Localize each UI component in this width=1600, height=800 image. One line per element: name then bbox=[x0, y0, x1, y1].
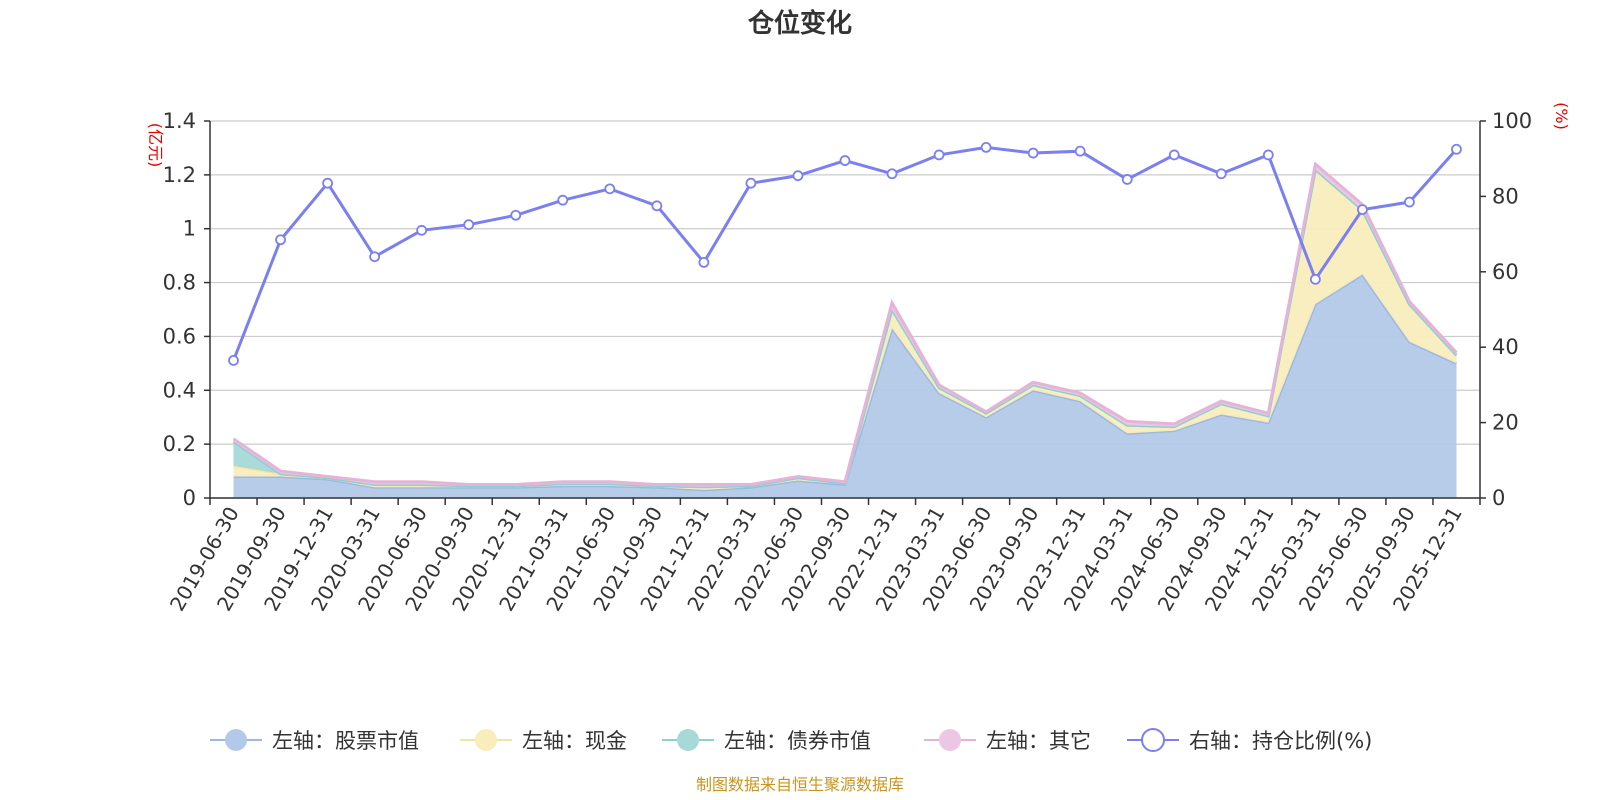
ratio-point bbox=[933, 149, 945, 161]
legend-item: 左轴：债券市值 bbox=[662, 729, 871, 753]
right-axis-unit: (%) bbox=[1552, 102, 1571, 130]
right-axis-tick-label: 100 bbox=[1492, 109, 1532, 133]
ratio-point bbox=[792, 170, 804, 182]
legend-item: 左轴：股票市值 bbox=[210, 729, 419, 753]
ratio-point bbox=[839, 155, 851, 166]
left-axis-tick-label: 1.4 bbox=[163, 109, 196, 133]
ratio-point bbox=[463, 219, 475, 231]
area-left-band bbox=[233, 274, 1457, 498]
ratio-point bbox=[651, 200, 663, 212]
ratio-point bbox=[1404, 196, 1415, 208]
ratio-point bbox=[886, 168, 898, 180]
legend-label: 左轴：现金 bbox=[522, 729, 627, 753]
ratio-point bbox=[510, 209, 522, 221]
right-axis-tick-label: 20 bbox=[1492, 411, 1519, 435]
right-axis-tick-label: 60 bbox=[1492, 260, 1519, 284]
data-source-note: 制图数据来自恒生聚源数据库 bbox=[696, 775, 904, 794]
chart-title: 仓位变化 bbox=[747, 8, 852, 39]
ratio-point bbox=[1074, 145, 1086, 157]
ratio-point bbox=[322, 177, 333, 189]
right-axis-tick-label: 80 bbox=[1492, 184, 1519, 208]
ratio-point bbox=[1027, 147, 1039, 159]
ratio-line bbox=[232, 145, 1458, 361]
legend-item: 右轴：持仓比例(%) bbox=[1127, 728, 1372, 753]
left-axis-tick-label: 0.2 bbox=[163, 432, 196, 456]
legend-label: 左轴：债券市值 bbox=[724, 729, 871, 753]
ratio-point bbox=[275, 234, 286, 246]
area-top-line bbox=[232, 161, 1458, 486]
left-axis-tick-label: 0 bbox=[183, 486, 196, 510]
ratio-point bbox=[416, 224, 428, 236]
ratio-point bbox=[228, 354, 239, 366]
ratio-point bbox=[1168, 149, 1180, 161]
right-axis-tick-label: 0 bbox=[1492, 486, 1505, 510]
ratio-point bbox=[980, 141, 992, 153]
left-axis-tick-label: 0.4 bbox=[163, 378, 196, 402]
legend-item: 左轴：现金 bbox=[460, 729, 627, 753]
legend-label: 右轴：持仓比例(%) bbox=[1189, 729, 1372, 753]
ratio-point bbox=[745, 177, 757, 189]
legend-marker-dot bbox=[225, 729, 247, 751]
ratio-point bbox=[604, 183, 616, 195]
ratio-point bbox=[1451, 143, 1462, 155]
legend: 左轴：股票市值 左轴：现金 左轴：债券市值 左轴：其它 右轴：持仓比例(%) bbox=[210, 728, 1372, 753]
left-axis-unit: (亿元) bbox=[146, 123, 165, 168]
ratio-point bbox=[1121, 174, 1133, 185]
legend-label: 左轴：股票市值 bbox=[272, 729, 419, 753]
left-axis-tick-label: 1.2 bbox=[163, 163, 196, 187]
legend-marker-dot bbox=[1141, 728, 1165, 752]
ratio-point bbox=[1309, 273, 1321, 285]
legend-label: 左轴：其它 bbox=[986, 729, 1091, 753]
legend-marker-dot bbox=[677, 729, 699, 751]
area-left-band bbox=[233, 169, 1457, 490]
area-series bbox=[232, 161, 1458, 498]
ratio-point bbox=[1357, 204, 1368, 215]
ratio-point bbox=[1262, 149, 1274, 161]
ratio-point bbox=[557, 194, 569, 206]
right-axis-tick-label: 40 bbox=[1492, 335, 1519, 359]
ratio-line-series bbox=[228, 141, 1462, 366]
ratio-point bbox=[698, 256, 710, 268]
legend-marker-dot bbox=[939, 729, 961, 751]
ratio-point bbox=[369, 251, 381, 263]
left-axis-tick-label: 0.6 bbox=[163, 324, 196, 348]
legend-item: 左轴：其它 bbox=[924, 729, 1091, 753]
ratio-point bbox=[1215, 168, 1227, 180]
legend-marker-dot bbox=[475, 729, 497, 751]
left-axis-tick-label: 0.8 bbox=[163, 271, 196, 295]
left-axis-tick-label: 1 bbox=[183, 217, 196, 241]
